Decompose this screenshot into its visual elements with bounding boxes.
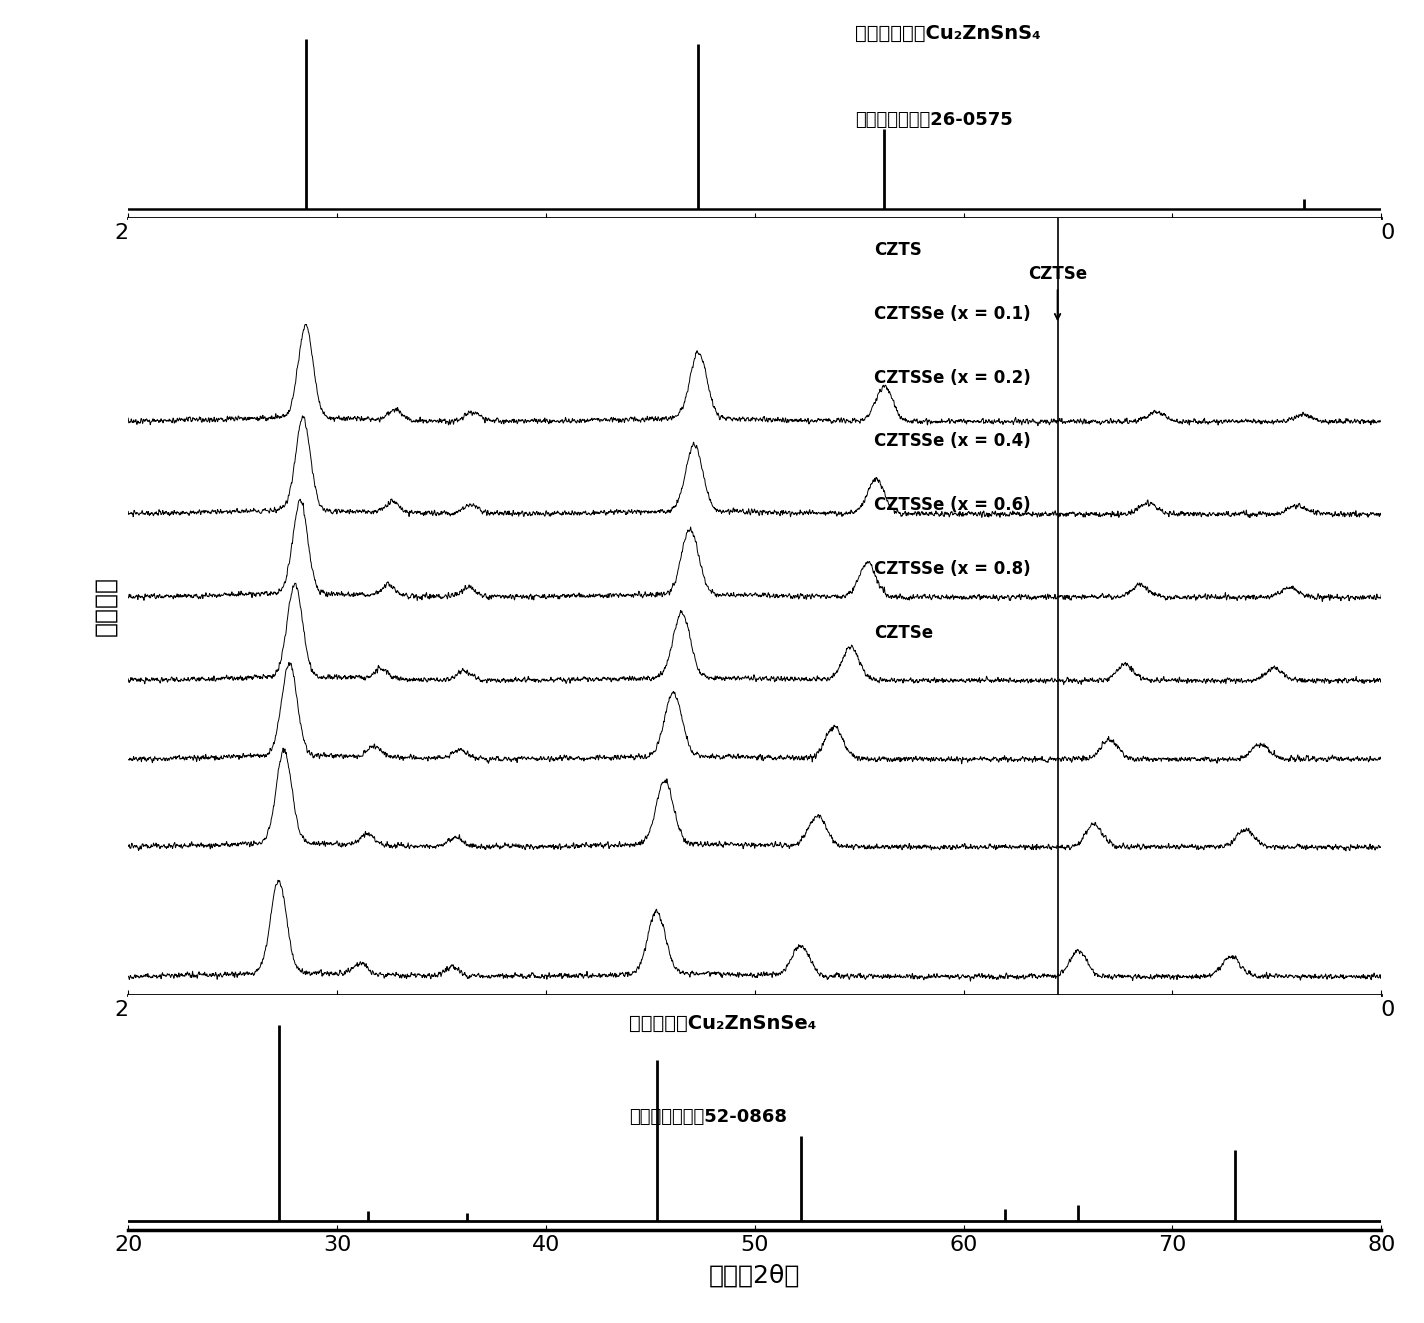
Text: 粉末衍射检索号52-0868: 粉末衍射检索号52-0868 — [629, 1109, 787, 1126]
Text: 粉末衍射检索号26-0575: 粉末衍射检索号26-0575 — [854, 111, 1012, 130]
Text: CZTS: CZTS — [874, 241, 921, 259]
Y-axis label: 相对强度: 相对强度 — [93, 577, 117, 636]
Text: 黐锡矿晶相Cu₂ZnSnSe₄: 黐锡矿晶相Cu₂ZnSnSe₄ — [629, 1013, 817, 1033]
Text: CZTSSe (x = 0.6): CZTSSe (x = 0.6) — [874, 496, 1031, 515]
Text: CZTSSe (x = 0.4): CZTSSe (x = 0.4) — [874, 433, 1031, 450]
Text: 锌黄锡矿晶相Cu₂ZnSnS₄: 锌黄锡矿晶相Cu₂ZnSnS₄ — [854, 24, 1041, 42]
Text: CZTSSe (x = 0.1): CZTSSe (x = 0.1) — [874, 304, 1031, 323]
Text: CZTSSe (x = 0.8): CZTSSe (x = 0.8) — [874, 560, 1031, 578]
Text: CZTSe: CZTSe — [1028, 265, 1087, 283]
Text: CZTSe: CZTSe — [874, 623, 933, 642]
Text: CZTSSe (x = 0.2): CZTSSe (x = 0.2) — [874, 369, 1031, 386]
X-axis label: 角度（2θ）: 角度（2θ） — [709, 1263, 800, 1287]
